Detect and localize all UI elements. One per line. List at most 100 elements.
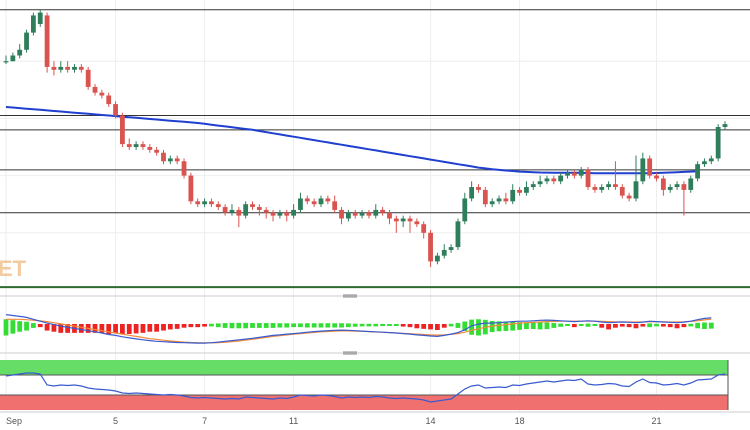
handle-bar [343,353,357,355]
candle [482,187,488,208]
candle [243,201,249,219]
macd-histogram-bar [441,324,447,328]
candle [558,172,564,185]
macd-histogram-bar [188,324,194,328]
candle-body [291,209,296,216]
macd-histogram-bar [517,322,522,330]
handle-bar [343,296,357,298]
macd-histogram-bar [222,323,228,328]
candle-body [722,124,728,127]
candle-body [167,158,173,162]
macd-histogram-bar [243,322,249,329]
panel-resize-handle[interactable] [343,294,357,298]
x-tick-label: 14 [426,416,436,426]
candle-body [400,218,406,222]
candle [667,184,673,193]
macd-histogram-bar [167,324,173,330]
candle-body [626,195,632,199]
macd-histogram-bar [256,323,262,328]
candle [373,204,379,219]
candle [263,207,269,219]
macd-histogram-bar [695,322,701,329]
watermark-text: ET [0,256,27,281]
macd-histogram-bar [647,323,653,328]
candle-body [537,181,543,185]
macd-histogram-bar [366,323,372,327]
candle [30,12,36,36]
x-tick-label: 5 [113,416,118,426]
candle [161,149,166,165]
candle-body [640,158,646,182]
candle-body [202,201,207,205]
candle [619,184,625,199]
x-tick-label: 18 [515,416,525,426]
macd-histogram-bar [339,323,344,328]
candle-body [133,144,139,147]
candle-body [715,126,721,159]
candle-body [65,66,71,70]
candle-body [407,218,413,222]
macd-histogram-bar [352,323,358,327]
candle-body [366,212,372,216]
macd-histogram-bar [154,324,160,332]
candle [544,175,550,185]
macd-histogram-bar [387,324,392,326]
candle [352,209,358,219]
candle-body [387,212,392,219]
macd-histogram-bar [37,324,43,328]
macd-histogram-bar [702,322,707,330]
candle-body [503,198,509,202]
macd-histogram-bar [99,324,105,333]
candle [92,84,98,96]
candle [592,184,598,193]
candle-body [565,172,570,176]
candle [99,89,105,99]
candle [318,195,324,208]
macd-histogram-bar [435,324,440,330]
handle-bar [343,294,357,296]
candle-body [428,232,433,262]
candle-body [633,181,639,199]
candle [72,64,77,73]
macd-histogram-bar [3,319,9,336]
candle-body [496,198,502,202]
candle-body [688,178,694,190]
macd-histogram-bar [462,321,468,331]
candle-body [585,169,591,188]
macd-histogram-bar [359,323,365,327]
candle [571,169,577,179]
candle-body [147,147,153,150]
candle [332,195,338,213]
macd-histogram-bar [428,324,433,330]
macd-histogram-bar [209,323,214,327]
candle [448,244,454,253]
macd-histogram-bar [133,324,139,334]
macd-histogram-bar [126,324,132,334]
candle-body [702,161,707,165]
candle [695,161,701,182]
macd-histogram-bar [537,322,543,330]
candle [277,209,283,219]
candle [58,61,64,73]
panel-resize-handle[interactable] [343,351,357,355]
candle [524,181,529,196]
candle [387,209,392,225]
candle [106,92,112,107]
macd-histogram-bar [613,324,618,328]
candle [311,198,317,208]
candle [270,209,276,222]
macd-histogram-bar [44,324,50,331]
candle-body [140,144,146,147]
candle-body [37,12,43,25]
candle [126,138,132,150]
candle [435,252,440,265]
candle-body [393,218,399,222]
macd-histogram-bar [51,324,57,332]
candle-body [660,178,666,190]
candle-body [373,209,379,216]
macd-histogram-bar [571,324,577,328]
candle-body [455,221,461,248]
candle [441,244,447,259]
macd-histogram-bar [619,324,625,327]
candle-body [482,189,488,205]
